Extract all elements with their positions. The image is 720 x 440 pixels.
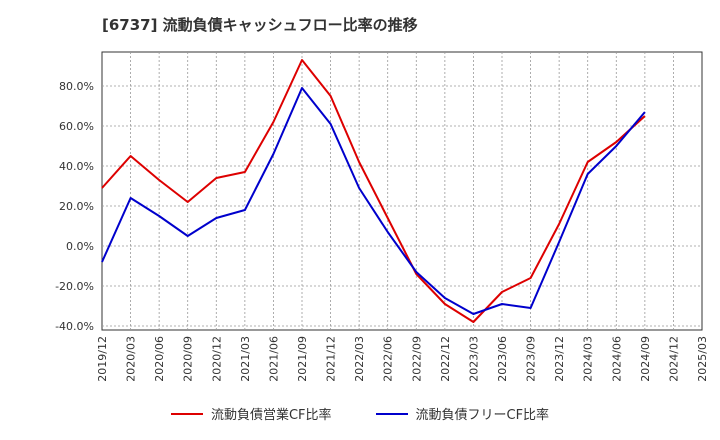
y-tick-label: 20.0% — [59, 200, 94, 213]
x-tick-label: 2019/12 — [96, 336, 109, 382]
x-tick-label: 2024/06 — [610, 336, 623, 382]
legend-item-free-cf: 流動負債フリーCF比率 — [375, 404, 550, 423]
x-tick-label: 2023/12 — [553, 336, 566, 382]
x-tick-label: 2023/06 — [496, 336, 509, 382]
x-tick-label: 2021/06 — [267, 336, 280, 382]
y-tick-label: 0.0% — [66, 240, 94, 253]
x-tick-label: 2023/09 — [525, 336, 538, 382]
x-tick-label: 2021/03 — [239, 336, 252, 382]
x-tick-label: 2022/12 — [439, 336, 452, 382]
y-tick-label: 60.0% — [59, 120, 94, 133]
legend-swatch-free-cf — [375, 412, 408, 415]
x-axis: 2019/12 2020/03 2020/06 2020/09 2020/12 2021/… — [96, 336, 709, 382]
y-tick-label: 40.0% — [59, 160, 94, 173]
legend: 流動負債営業CF比率 流動負債フリーCF比率 — [0, 404, 720, 423]
legend-label-operating-cf: 流動負債営業CF比率 — [210, 408, 332, 423]
y-tick-label: -40.0% — [55, 320, 94, 333]
x-tick-label: 2024/12 — [667, 336, 680, 382]
x-tick-label: 2021/09 — [296, 336, 309, 382]
plot-area — [101, 51, 703, 331]
legend-label-free-cf: 流動負債フリーCF比率 — [415, 408, 550, 423]
y-axis: -40.0% -20.0% 0.0% 20.0% 40.0% 60.0% 80.0% — [55, 80, 94, 333]
series-line-free-cf — [101, 87, 646, 315]
x-tick-label: 2022/03 — [353, 336, 366, 382]
x-tick-label: 2024/03 — [582, 336, 595, 382]
x-tick-label: 2022/09 — [410, 336, 423, 382]
x-tick-label: 2023/03 — [467, 336, 480, 382]
x-tick-label: 2025/03 — [696, 336, 709, 382]
x-tick-label: 2024/09 — [639, 336, 652, 382]
legend-item-operating-cf: 流動負債営業CF比率 — [170, 404, 332, 423]
x-tick-label: 2020/09 — [182, 336, 195, 382]
x-tick-label: 2020/03 — [125, 336, 138, 382]
series-line-operating-cf — [101, 59, 646, 323]
x-tick-label: 2021/12 — [325, 336, 338, 382]
y-tick-label: 80.0% — [59, 80, 94, 93]
x-tick-label: 2022/06 — [382, 336, 395, 382]
x-tick-label: 2020/12 — [210, 336, 223, 382]
x-tick-label: 2020/06 — [153, 336, 166, 382]
y-tick-label: -20.0% — [55, 280, 94, 293]
series-lines — [101, 59, 646, 323]
legend-swatch-operating-cf — [170, 412, 203, 415]
chart-title: [6737] 流動負債キャッシュフロー比率の推移 — [102, 16, 418, 34]
